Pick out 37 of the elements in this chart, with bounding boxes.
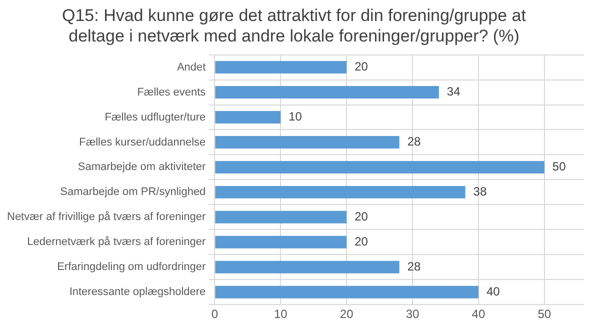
data-label: 34: [446, 84, 461, 99]
data-label: 20: [354, 60, 368, 74]
bar: [215, 136, 400, 148]
bar: [215, 286, 478, 298]
y-tick-label: Fælles events: [137, 86, 206, 98]
data-label: 38: [473, 184, 487, 199]
y-tick-label: Ledernetværk på tværs af foreninger: [27, 236, 206, 248]
x-tick-label: 50: [538, 307, 552, 322]
x-tick-label: 0: [211, 307, 218, 322]
x-tick-label: 10: [274, 307, 288, 322]
y-tick-label: Fælles kurser/uddannelse: [79, 136, 206, 148]
bar: [215, 260, 400, 274]
y-tick-label: Erfaringdeling om udfordringer: [57, 261, 206, 274]
bar: [215, 86, 439, 99]
data-label: 20: [354, 234, 368, 248]
x-tick-label: 40: [472, 307, 486, 322]
data-label: 28: [407, 134, 422, 149]
bar: [215, 61, 347, 74]
y-tick-label: Andet: [176, 61, 206, 74]
data-label: 10: [288, 110, 302, 124]
data-label: 40: [486, 284, 500, 298]
data-label: 20: [354, 209, 368, 224]
x-tick-label: 30: [406, 307, 420, 322]
x-tick-label: 20: [340, 307, 354, 322]
bar: [215, 236, 347, 248]
bar: [215, 186, 466, 198]
data-label: 50: [552, 160, 566, 174]
chart-title: Q15: Hvad kunne gøre det attraktivt for din forening/gruppe at deltage i netværk med andre lokale foreninger/grupper? (%): [62, 6, 526, 46]
y-tick-label: Netvær af frivillige på tværs af foreninger: [7, 211, 206, 224]
y-tick-label: Samarbejde om aktiviteter: [78, 161, 206, 174]
y-tick-label: Samarbejde om PR/synlighed: [60, 186, 206, 198]
y-tick-label: Interessante oplægsholdere: [69, 286, 206, 298]
y-tick-label: Fælles udflugter/ture: [104, 111, 206, 124]
bar: [215, 210, 347, 224]
bar: [215, 111, 281, 124]
data-label: 28: [407, 259, 422, 274]
bar: [215, 160, 544, 174]
